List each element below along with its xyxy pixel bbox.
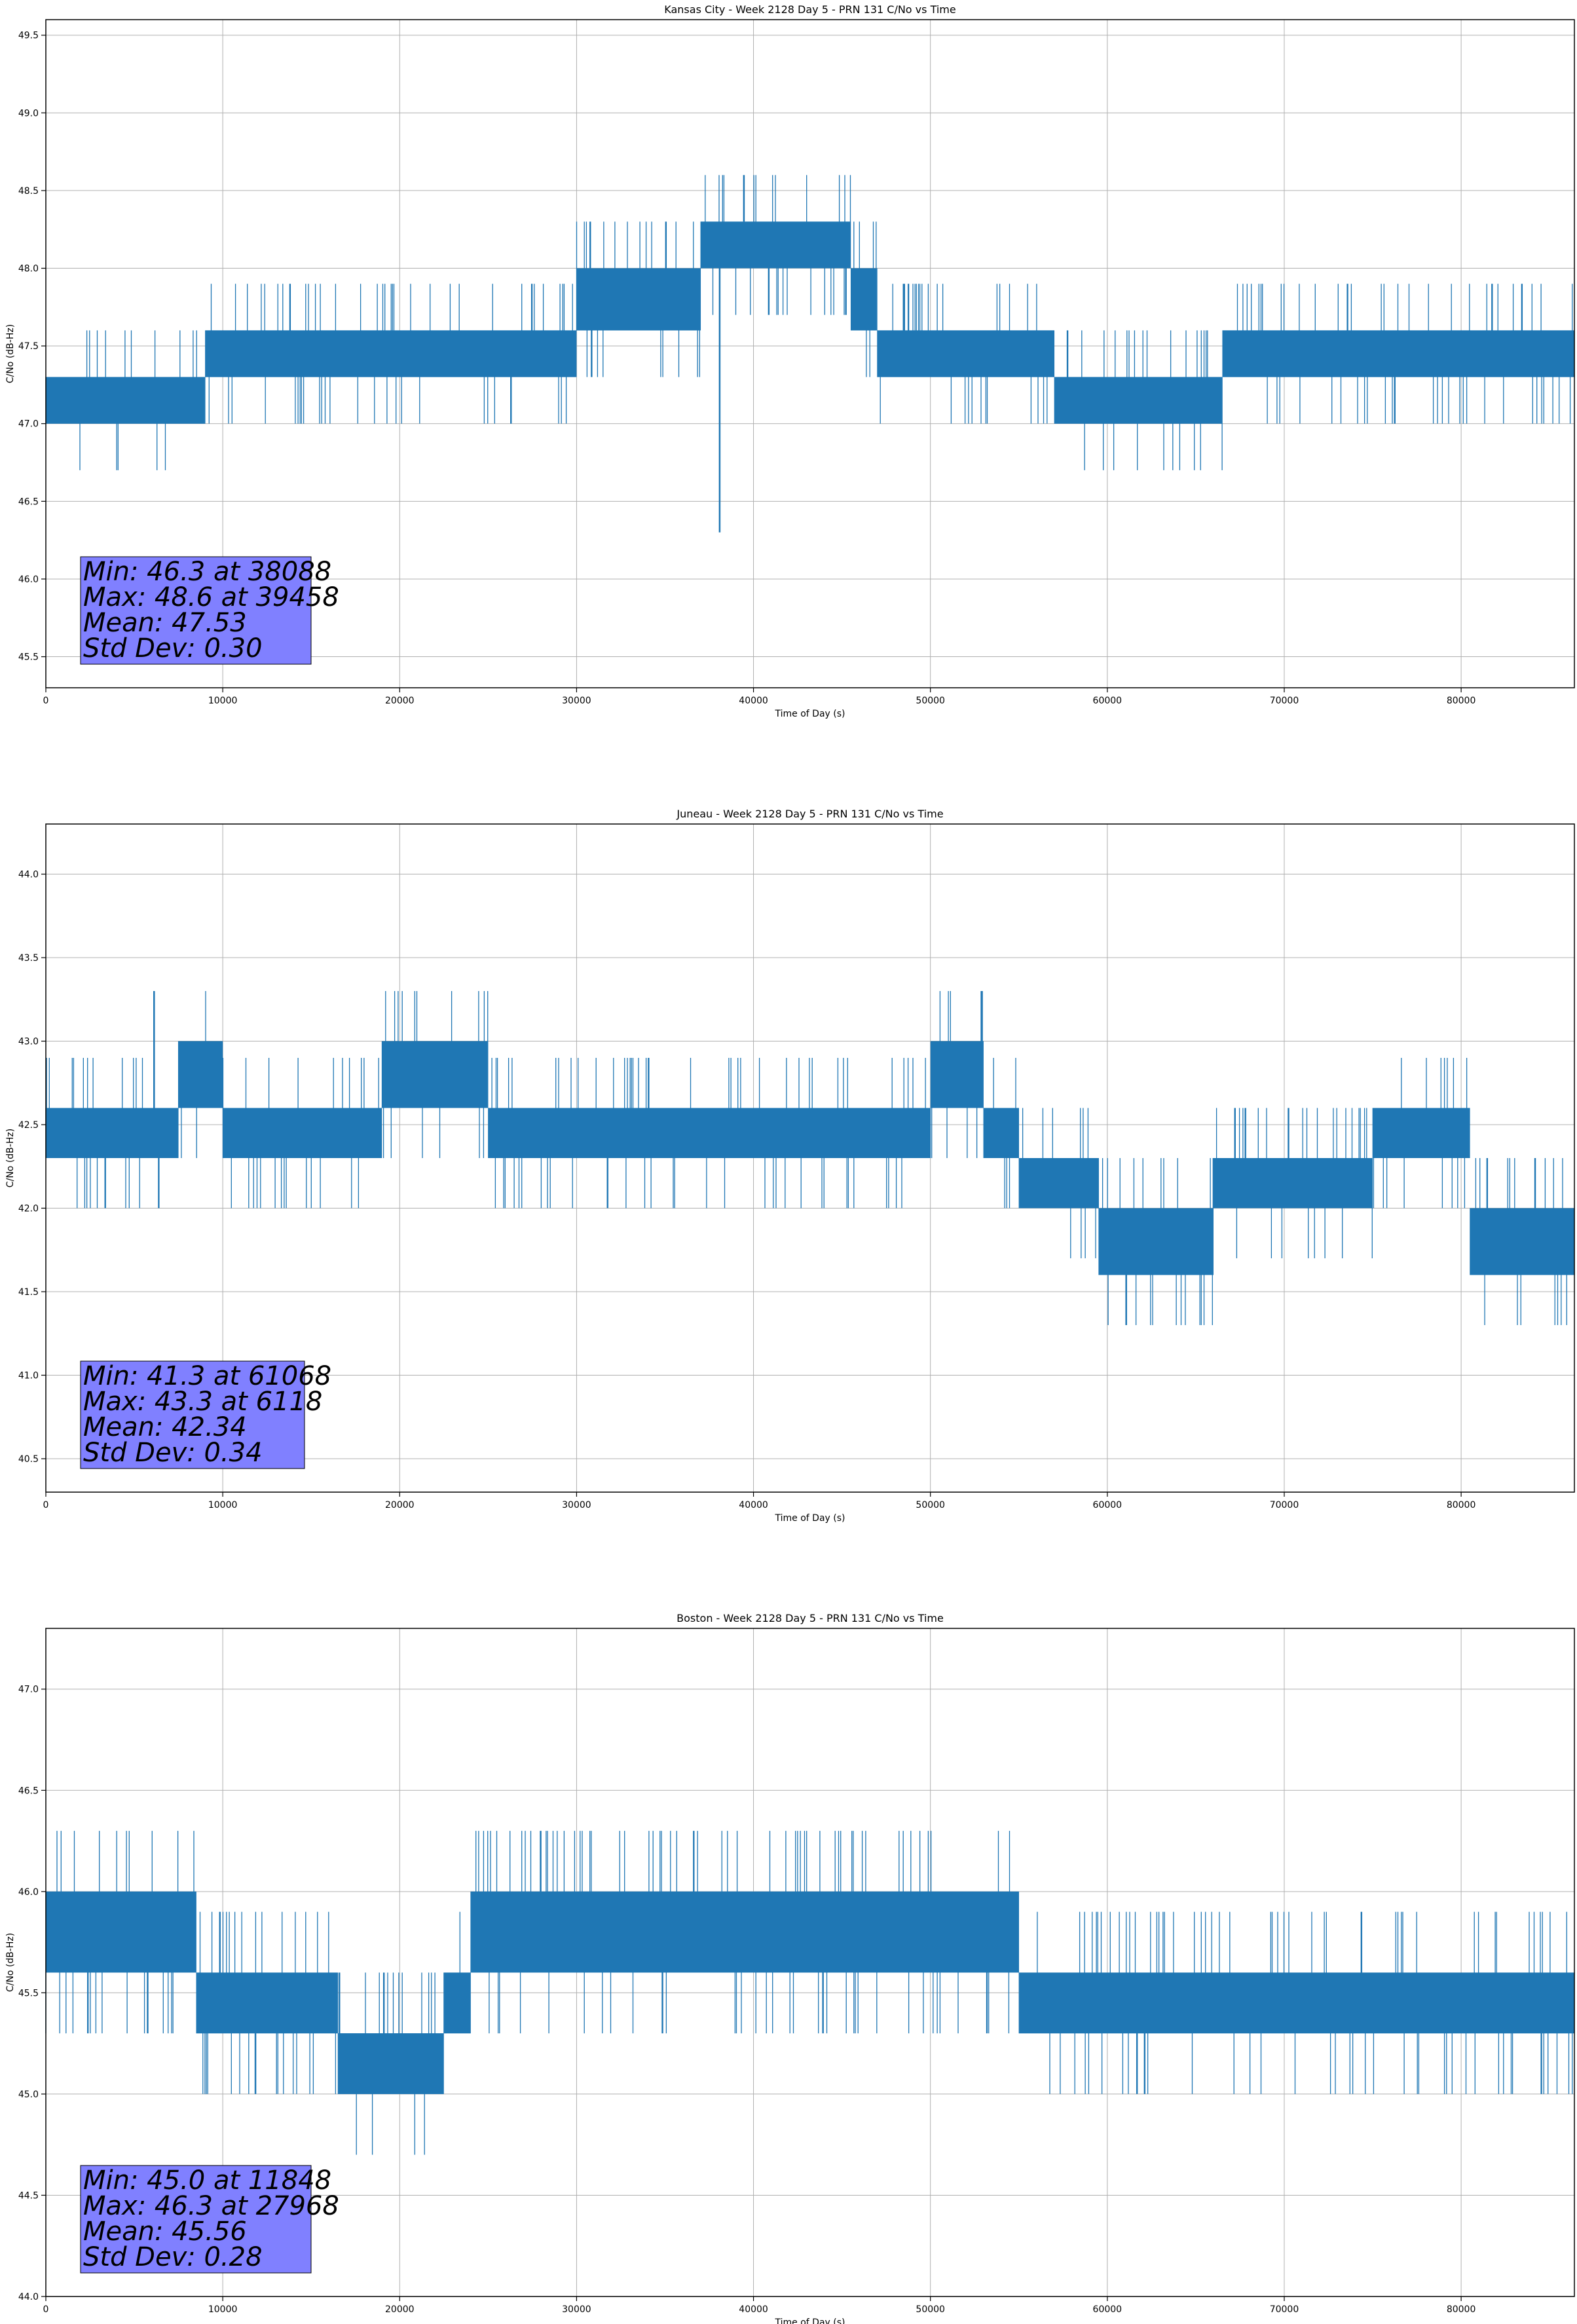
y-tick-label: 41.5 [18, 1287, 39, 1298]
plot-frame [45, 823, 1575, 1493]
x-tick-label: 20000 [385, 1500, 415, 1510]
y-tick-label: 46.5 [18, 497, 39, 507]
chart-1: 0 10000 20000 30000 40000 50000 60000 70000 8000… [5, 3, 1575, 719]
stats-line: Max: 43.3 at 6118 [83, 1387, 322, 1417]
y-tick-label: 49.0 [18, 108, 39, 119]
x-tick-label: 70000 [1270, 1500, 1299, 1510]
plot-frame [45, 1628, 1575, 2297]
y-axis-label: C/No (dB-Hz) [5, 1933, 16, 1992]
chart-3: 0 10000 20000 30000 40000 50000 60000 70000 8000… [5, 1612, 1575, 2324]
x-tick-label: 40000 [739, 1500, 768, 1510]
stats-line: Std Dev: 0.30 [83, 633, 263, 664]
x-tick-label: 60000 [1093, 696, 1122, 706]
stats-line: Min: 41.3 at 61068 [83, 1361, 331, 1391]
series-line [45, 175, 1575, 470]
plot-frame [45, 19, 1575, 688]
y-tick-label: 47.5 [18, 341, 39, 352]
x-tick-label: 80000 [1447, 1500, 1476, 1510]
stats-line: Std Dev: 0.34 [83, 1438, 263, 1468]
y-tick-label: 46.0 [18, 1887, 39, 1898]
x-tick-label: 0 [43, 2304, 49, 2315]
y-tick-label: 45.5 [18, 652, 39, 663]
x-tick-label: 30000 [562, 696, 591, 706]
x-tick-label: 20000 [385, 696, 415, 706]
x-tick-label: 0 [43, 1500, 49, 1510]
y-tick-label: 48.0 [18, 264, 39, 274]
stats-line: Max: 46.3 at 27968 [83, 2191, 339, 2221]
x-axis-label: Time of Day (s) [775, 709, 845, 719]
y-tick-label: 41.0 [18, 1371, 39, 1381]
y-tick-label: 47.0 [18, 1685, 39, 1695]
x-axis-label: Time of Day (s) [775, 2317, 845, 2324]
x-tick-label: 40000 [739, 2304, 768, 2315]
x-tick-label: 50000 [916, 1500, 945, 1510]
x-tick-label: 30000 [562, 1500, 591, 1510]
x-tick-label: 60000 [1093, 1500, 1122, 1510]
y-axis-label: C/No (dB-Hz) [5, 1129, 16, 1188]
x-tick-label: 30000 [562, 2304, 591, 2315]
x-tick-label: 40000 [739, 696, 768, 706]
y-tick-label: 40.5 [18, 1454, 39, 1465]
y-tick-label: 46.0 [18, 574, 39, 585]
x-tick-label: 10000 [208, 1500, 238, 1510]
y-axis-label: C/No (dB-Hz) [5, 324, 16, 383]
y-tick-label: 42.5 [18, 1120, 39, 1131]
y-tick-label: 45.0 [18, 2090, 39, 2100]
y-tick-label: 46.5 [18, 1786, 39, 1796]
stats-box [80, 2165, 312, 2274]
stats-line: Mean: 45.56 [83, 2217, 247, 2247]
stats-box [80, 556, 312, 665]
x-tick-label: 70000 [1270, 696, 1299, 706]
x-axis-label: Time of Day (s) [775, 1513, 845, 1524]
x-tick-label: 70000 [1270, 2304, 1299, 2315]
x-tick-label: 50000 [916, 696, 945, 706]
x-tick-label: 60000 [1093, 2304, 1122, 2315]
y-tick-label: 43.5 [18, 953, 39, 964]
y-tick-label: 44.5 [18, 2190, 39, 2201]
x-tick-label: 10000 [208, 2304, 238, 2315]
y-tick-label: 42.0 [18, 1204, 39, 1214]
stats-line: Mean: 47.53 [83, 608, 247, 638]
y-tick-label: 43.0 [18, 1037, 39, 1047]
y-tick-label: 47.0 [18, 419, 39, 430]
stats-line: Std Dev: 0.28 [83, 2242, 263, 2272]
stats-line: Min: 45.0 at 11848 [83, 2165, 331, 2196]
y-tick-label: 44.0 [18, 870, 39, 880]
x-tick-label: 80000 [1447, 2304, 1476, 2315]
x-tick-label: 10000 [208, 696, 238, 706]
x-tick-label: 50000 [916, 2304, 945, 2315]
stats-line: Min: 46.3 at 38088 [83, 557, 331, 587]
chart-title: Kansas City - Week 2128 Day 5 - PRN 131 … [664, 3, 955, 16]
stats-box [80, 1360, 305, 1469]
stats-line: Mean: 42.34 [83, 1412, 247, 1442]
y-tick-label: 49.5 [18, 31, 39, 41]
stats-line: Max: 48.6 at 39458 [83, 582, 339, 612]
x-tick-label: 0 [43, 696, 49, 706]
y-tick-label: 45.5 [18, 1988, 39, 1998]
x-tick-label: 20000 [385, 2304, 415, 2315]
chart-title: Boston - Week 2128 Day 5 - PRN 131 C/No … [677, 1612, 944, 1624]
y-tick-label: 44.0 [18, 2292, 39, 2302]
chart-title: Juneau - Week 2128 Day 5 - PRN 131 C/No … [676, 808, 943, 820]
chart-2: 0 10000 20000 30000 40000 50000 60000 70000 8000… [5, 808, 1575, 1524]
x-tick-label: 80000 [1447, 696, 1476, 706]
y-tick-label: 48.5 [18, 186, 39, 197]
